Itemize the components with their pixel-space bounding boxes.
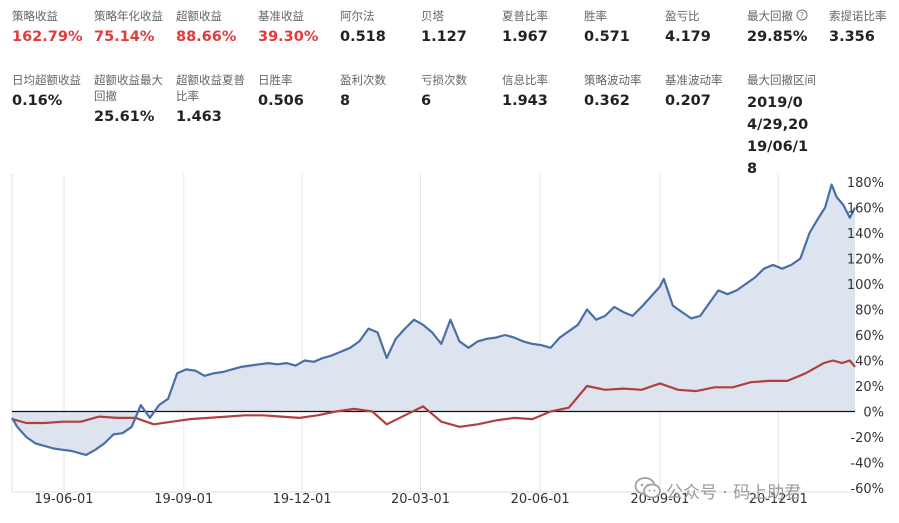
y-tick-label: 120%: [847, 253, 884, 268]
x-tick-label: 19-06-01: [35, 492, 94, 507]
metric-row1-9: 最大回撤? 29.85%: [747, 8, 829, 46]
metric-value: 3.356: [829, 29, 875, 45]
metric-value: 1.463: [176, 109, 222, 125]
y-tick-label: -60%: [850, 482, 884, 497]
y-tick-label: 180%: [847, 176, 884, 191]
y-tick-label: -40%: [850, 457, 884, 472]
metric-row1-5: 贝塔 1.127: [421, 8, 503, 46]
metric-value: 1.943: [502, 93, 548, 109]
metric-label: 索提诺比率: [829, 9, 887, 23]
metric-row2-8: 基准波动率 0.207: [665, 72, 745, 110]
metric-value: 25.61%: [94, 109, 155, 125]
y-tick-label: 100%: [847, 278, 884, 293]
metric-value: 0.207: [665, 93, 711, 109]
metric-row1-6: 夏普比率 1.967: [502, 8, 584, 46]
strategy-area: [12, 184, 855, 455]
metric-value: 29.85%: [747, 29, 808, 45]
x-tick-label: 19-12-01: [273, 492, 332, 507]
chart-ticks: 19-06-01 19-09-01 19-12-01 20-03-01 20-06-01…: [35, 176, 884, 507]
metric-row2-9: 最大回撤区间 2019/04/29,2019/06/18: [747, 72, 827, 180]
metric-label: 基准收益: [258, 9, 304, 23]
metric-value: 8: [340, 93, 351, 109]
metric-label: 贝塔: [421, 9, 444, 23]
metric-row1-2: 超额收益 88.66%: [176, 8, 258, 46]
metric-value: 0.16%: [12, 93, 63, 109]
metric-label: 盈亏比: [665, 9, 700, 23]
metric-value: 2019/04/29,2019/06/18: [747, 95, 809, 177]
watermark-text: 公众号 · 码上助君: [666, 483, 802, 503]
metrics-panel: 策略收益 162.79% 策略年化收益 75.14% 超额收益 88.66% 基准收益 39.…: [0, 0, 899, 177]
metric-label: 盈利次数: [340, 73, 386, 87]
metric-value: 0.362: [584, 93, 630, 109]
benchmark-line: [11, 359, 856, 428]
metric-row2-6: 信息比率 1.943: [502, 72, 582, 110]
wechat-icon: [634, 477, 661, 499]
metric-row1-1: 策略年化收益 75.14%: [94, 8, 176, 46]
y-tick-label: 80%: [855, 304, 884, 319]
x-tick-label: 20-06-01: [511, 492, 570, 507]
metric-value: 1.967: [502, 29, 548, 45]
metric-label: 超额收益: [176, 9, 222, 23]
question-circle-icon[interactable]: ?: [796, 9, 808, 21]
metric-label: 亏损次数: [421, 73, 467, 87]
metric-label: 胜率: [584, 9, 607, 23]
metric-row2-2: 超额收益夏普比率 1.463: [176, 72, 256, 126]
metric-label: 日胜率: [258, 73, 293, 87]
metric-value: 0.506: [258, 93, 304, 109]
metric-row1-0: 策略收益 162.79%: [12, 8, 94, 46]
metric-row1-7: 胜率 0.571: [584, 8, 666, 46]
y-tick-label: -20%: [850, 431, 884, 446]
metric-label: 最大回撤区间: [747, 73, 816, 87]
metric-row1-4: 阿尔法 0.518: [340, 8, 422, 46]
metric-value: 162.79%: [12, 29, 83, 45]
metric-value: 1.127: [421, 29, 467, 45]
x-tick-label: 20-09-01: [630, 492, 689, 507]
metric-row1-3: 基准收益 39.30%: [258, 8, 340, 46]
x-tick-label: 20-12-01: [749, 492, 808, 507]
metric-row2-0: 日均超额收益 0.16%: [12, 72, 92, 110]
metric-value: 0.518: [340, 29, 386, 45]
metric-value: 6: [421, 93, 432, 109]
metric-label: 信息比率: [502, 73, 548, 87]
y-tick-label: 20%: [855, 380, 884, 395]
y-tick-label: 40%: [855, 355, 884, 370]
watermark: 公众号 · 码上助君: [634, 476, 884, 503]
metric-label: 策略年化收益: [94, 9, 163, 23]
metric-row2-7: 策略波动率 0.362: [584, 72, 664, 110]
metric-label: 阿尔法: [340, 9, 375, 23]
y-tick-label: 140%: [847, 227, 884, 242]
svg-text:?: ?: [800, 11, 804, 20]
metric-label: 超额收益最大回撤: [94, 73, 163, 103]
metric-value: 0.571: [584, 29, 630, 45]
metric-row2-3: 日胜率 0.506: [258, 72, 338, 110]
metric-row2-4: 盈利次数 8: [340, 72, 420, 110]
metric-row2-1: 超额收益最大回撤 25.61%: [94, 72, 174, 126]
chart-lines: [11, 183, 856, 456]
x-tick-label: 19-09-01: [154, 492, 213, 507]
metric-row1-10: 索提诺比率 3.356: [829, 8, 899, 46]
metric-value: 88.66%: [176, 29, 237, 45]
y-tick-label: 0%: [863, 406, 884, 421]
y-tick-label: 160%: [847, 202, 884, 217]
metric-row1-8: 盈亏比 4.179: [665, 8, 747, 46]
metric-row2-5: 亏损次数 6: [421, 72, 501, 110]
metric-label: 策略波动率: [584, 73, 642, 87]
returns-chart: 19-06-01 19-09-01 19-12-01 20-03-01 20-06-01…: [11, 174, 884, 507]
metric-label: 超额收益夏普比率: [176, 73, 245, 103]
metric-label: 日均超额收益: [12, 73, 81, 87]
metric-value: 4.179: [665, 29, 711, 45]
y-tick-label: 60%: [855, 329, 884, 344]
metric-label: 策略收益: [12, 9, 58, 23]
metric-label: 基准波动率: [665, 73, 723, 87]
metric-value: 75.14%: [94, 29, 155, 45]
metric-label: 夏普比率: [502, 9, 548, 23]
metric-value: 39.30%: [258, 29, 319, 45]
x-tick-label: 20-03-01: [391, 492, 450, 507]
strategy-area-fill: [12, 184, 855, 455]
strategy-line: [11, 183, 856, 456]
metric-label: 最大回撤?: [747, 8, 829, 24]
